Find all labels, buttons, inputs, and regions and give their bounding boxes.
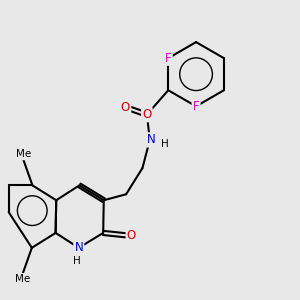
Text: F: F [193, 100, 200, 113]
Text: H: H [74, 256, 81, 266]
Text: F: F [165, 52, 172, 65]
Text: O: O [142, 108, 152, 121]
Text: N: N [74, 241, 83, 254]
Text: H: H [161, 140, 169, 149]
Text: Me: Me [15, 274, 31, 284]
Text: Me: Me [16, 149, 31, 159]
Text: N: N [147, 134, 156, 146]
Text: O: O [127, 230, 136, 242]
Text: O: O [121, 101, 130, 114]
